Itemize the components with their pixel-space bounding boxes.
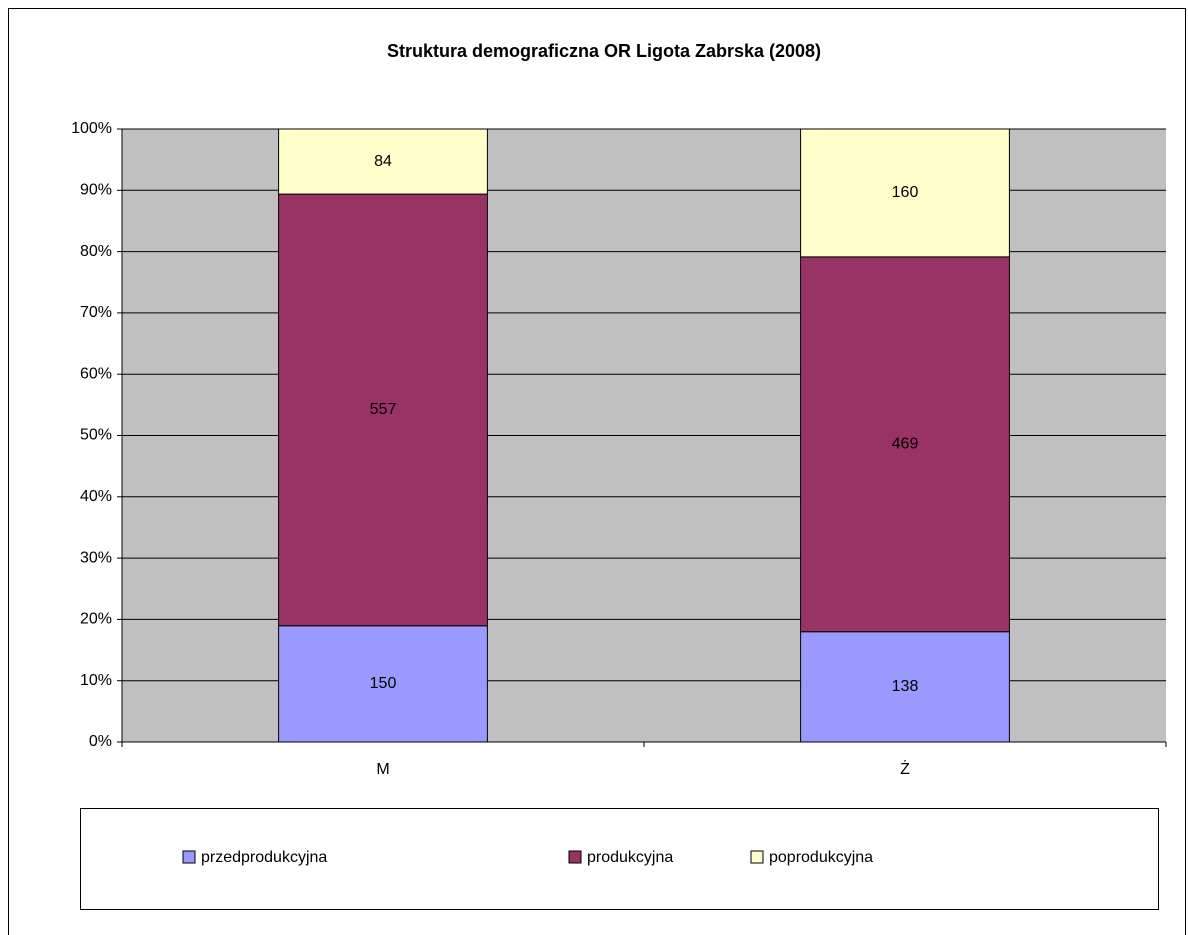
chart-title: Struktura demograficzna OR Ligota Zabrsk… — [387, 41, 821, 61]
y-tick-label: 30% — [80, 549, 112, 566]
y-tick-label: 70% — [80, 304, 112, 321]
y-tick-label: 100% — [71, 120, 112, 137]
data-label: 557 — [370, 401, 397, 418]
legend-swatch — [182, 850, 196, 864]
bar-segment — [278, 625, 488, 743]
data-label: 84 — [374, 153, 392, 170]
bar-segment — [800, 631, 1010, 743]
y-tick-label: 20% — [80, 611, 112, 628]
data-label: 138 — [892, 678, 919, 695]
y-tick-label: 80% — [80, 243, 112, 260]
y-tick-label: 0% — [89, 733, 112, 750]
data-label: 150 — [370, 675, 397, 692]
legend-label: produkcyjna — [587, 849, 673, 866]
legend-swatch — [750, 850, 764, 864]
x-tick-label: M — [376, 761, 389, 778]
y-tick-label: 40% — [80, 488, 112, 505]
legend-label: przedprodukcyjna — [201, 849, 327, 866]
y-tick-label: 90% — [80, 182, 112, 199]
y-tick-label: 10% — [80, 672, 112, 689]
data-label: 469 — [892, 436, 919, 453]
x-tick-label: Ż — [900, 759, 910, 778]
bar-segment — [800, 128, 1010, 258]
y-tick-label: 50% — [80, 427, 112, 444]
legend-label: poprodukcyjna — [769, 849, 873, 866]
bar-segment — [800, 256, 1010, 633]
legend-box — [80, 808, 1159, 910]
bar-segment — [278, 193, 488, 627]
y-tick-label: 60% — [80, 365, 112, 382]
bar-segment — [278, 128, 488, 195]
data-label: 160 — [892, 184, 919, 201]
legend-swatch — [568, 850, 582, 864]
